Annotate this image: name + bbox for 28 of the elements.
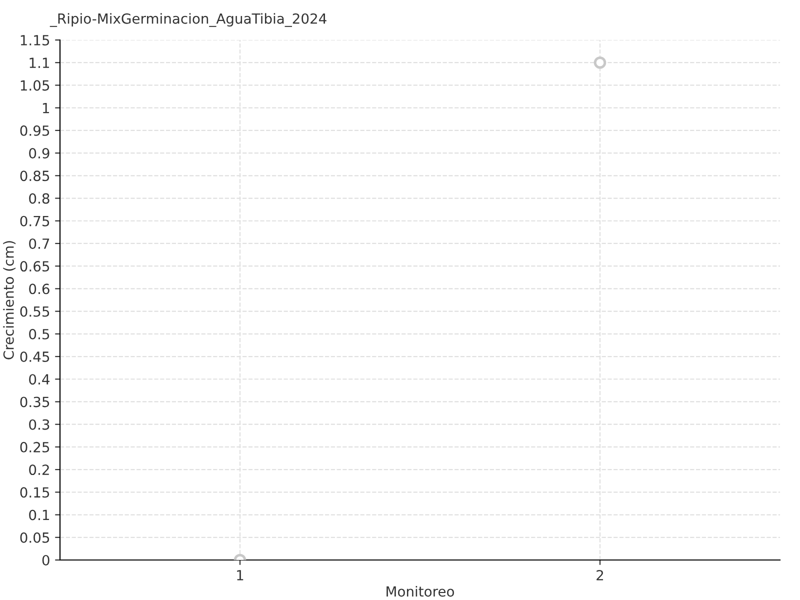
y-tick-label: 0.95 [20, 125, 50, 136]
y-tick-label: 1 [42, 102, 49, 114]
y-tick-label: 1.1 [30, 58, 49, 68]
y-tick-label: 0.15 [20, 487, 50, 498]
y-tick-label: 0.65 [20, 261, 50, 272]
y-tick-label: 0.9 [29, 148, 50, 159]
y-tick-label: 0.35 [20, 396, 50, 408]
y-tick-label: 0.85 [20, 170, 50, 182]
y-tick-label: 0.7 [29, 238, 50, 249]
y-tick-label: 0.6 [29, 284, 50, 294]
y-tick-label: 0.75 [20, 216, 50, 226]
y-tick-label: 0.5 [29, 328, 50, 340]
y-tick-label: 0.3 [29, 419, 50, 430]
y-tick-label: 0 [42, 554, 50, 566]
y-tick-label: 0.45 [20, 351, 50, 362]
y-tick-label: 0.25 [20, 442, 50, 452]
y-tick-label: 0.55 [20, 306, 50, 317]
y-tick-label: 0.1 [29, 510, 49, 520]
y-axis-title: Crecimiento (cm) [3, 241, 16, 360]
x-axis-title: Monitoreo [386, 586, 454, 597]
y-tick-label: 1.05 [20, 80, 50, 91]
y-tick-label: 1.15 [20, 35, 50, 46]
y-tick-label: 0.2 [29, 464, 49, 476]
x-tick-label: 2 [596, 570, 604, 580]
chart-title: _Ripio-MixGerminacion_AguaTibia_2024 [50, 13, 326, 27]
y-tick-label: 0.4 [29, 374, 50, 385]
y-tick-label: 0.05 [20, 532, 50, 543]
y-tick-label: 0.8 [29, 193, 50, 204]
